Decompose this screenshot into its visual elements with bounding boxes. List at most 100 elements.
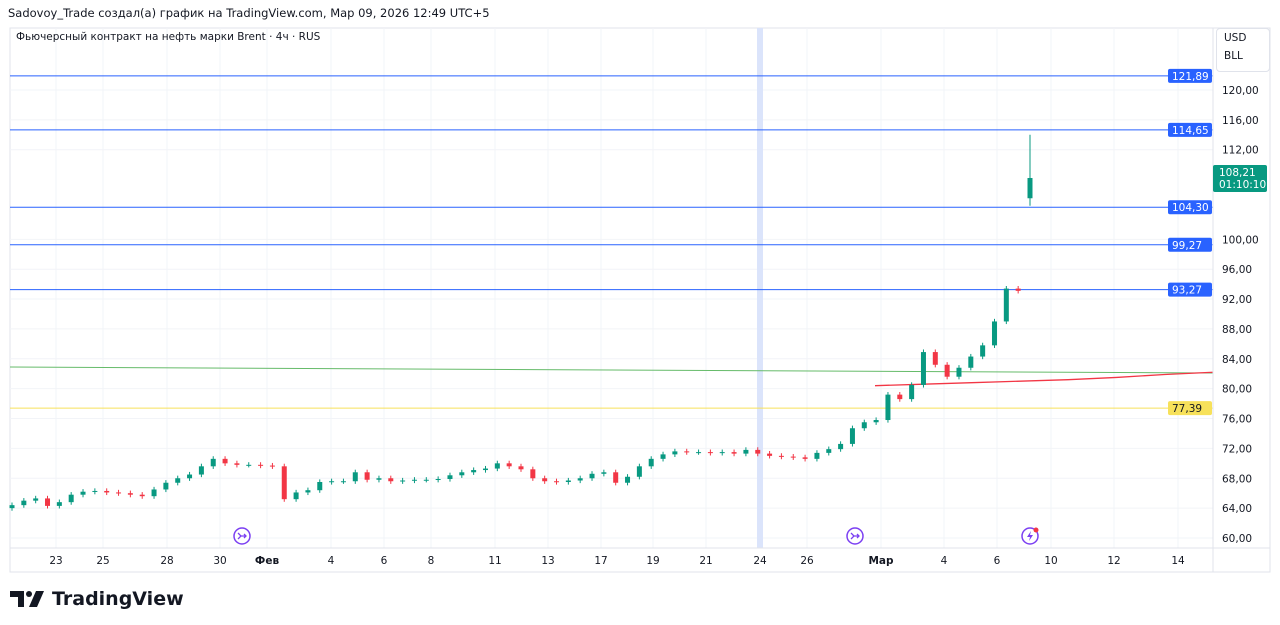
level-price-label: 93,27	[1172, 285, 1202, 297]
level-price-label: 104,30	[1172, 202, 1209, 214]
time-tick-label: 17	[594, 555, 607, 567]
time-tick-label: 11	[488, 555, 501, 567]
candle-body	[317, 481, 323, 491]
candle	[447, 472, 453, 482]
candle-body	[802, 457, 808, 459]
time-tick-label: 4	[941, 555, 948, 567]
event-icon[interactable]	[846, 527, 864, 545]
time-tick-label: 10	[1044, 555, 1057, 567]
candle	[625, 474, 631, 486]
candle-body	[494, 463, 500, 469]
trend-line[interactable]	[9, 366, 1214, 374]
candle	[116, 489, 122, 496]
candle-body	[944, 364, 950, 377]
events[interactable]	[233, 527, 1039, 545]
candle-body	[932, 352, 938, 365]
symbol-legend[interactable]: Фьючерсный контракт на нефть марки Brent…	[16, 31, 321, 43]
candle	[613, 469, 619, 486]
candle-body	[45, 498, 51, 506]
candle	[269, 462, 275, 469]
time-tick-label: 13	[541, 555, 554, 567]
time-axis[interactable]: 23 25 28 30 Фев 4 6 8 11 13 17 19 21 24 26 Мар 4 6 10 12 14	[10, 547, 1270, 567]
candle	[743, 447, 749, 457]
price-tick-label: 88,00	[1222, 324, 1252, 336]
time-tick-label: 14	[1171, 555, 1185, 567]
candle-body	[991, 321, 997, 346]
candle-body	[163, 482, 169, 490]
tradingview-logo[interactable]: TradingView	[10, 588, 184, 610]
price-tick-label: 100,00	[1222, 234, 1259, 246]
candle	[234, 460, 240, 468]
earnings-event-icon[interactable]	[1021, 527, 1039, 545]
candle-body	[861, 422, 867, 429]
candle	[151, 486, 157, 499]
candle	[648, 456, 654, 469]
time-tick-label: 4	[328, 555, 335, 567]
current-price-label: 108,21	[1219, 167, 1256, 179]
candle	[104, 488, 110, 496]
price-axis[interactable]: 60,00 64,00 68,00 72,00 76,00 80,00 84,00 88,00…	[1212, 28, 1259, 572]
candle-body	[767, 453, 773, 456]
time-tick-label: 6	[381, 555, 388, 567]
candle	[92, 488, 98, 495]
price-tick-label: 96,00	[1222, 264, 1252, 276]
level-price-tag	[1168, 68, 1212, 83]
current-price-tag	[1213, 165, 1267, 193]
candle	[411, 477, 417, 484]
candle	[790, 453, 796, 460]
candle-body	[849, 428, 855, 444]
time-tick-label: 28	[160, 555, 173, 567]
time-tick-label: 25	[96, 555, 109, 567]
candle-body	[814, 452, 820, 459]
candle-body	[293, 492, 299, 500]
moving-average-line	[874, 371, 1214, 387]
candle	[932, 349, 938, 368]
candle-body	[246, 464, 252, 466]
candle	[293, 489, 299, 502]
candle	[376, 475, 382, 483]
candle-body	[554, 481, 560, 483]
candle-body	[92, 490, 98, 492]
candle	[127, 490, 133, 498]
level-price-tag	[1168, 200, 1212, 215]
candle-body	[577, 478, 583, 481]
candle-body	[329, 481, 335, 483]
candle	[684, 448, 690, 455]
time-tick-label: 6	[994, 555, 1001, 567]
candle-body	[340, 481, 346, 483]
time-tick-label: 26	[800, 555, 814, 567]
candle	[9, 502, 15, 511]
candle-body	[21, 500, 27, 506]
candle-body	[518, 466, 524, 470]
candle-body	[636, 466, 642, 477]
candle-body	[601, 472, 607, 474]
candle-body	[364, 472, 370, 480]
level-price-tag	[1168, 401, 1212, 416]
unit-label[interactable]: BLL	[1224, 50, 1243, 62]
candle	[980, 342, 986, 360]
candle	[340, 478, 346, 484]
candle	[80, 489, 86, 498]
candle	[838, 441, 844, 452]
event-icon[interactable]	[233, 527, 251, 545]
candle-body	[968, 356, 974, 368]
candle-body	[1027, 178, 1033, 199]
candle	[21, 498, 27, 508]
candle-body	[956, 367, 962, 377]
candle	[400, 477, 406, 484]
candle-body	[672, 451, 678, 455]
price-tick-label: 76,00	[1222, 414, 1252, 426]
units-box[interactable]: USD BLL	[1216, 28, 1270, 72]
candle	[660, 451, 666, 462]
candle-body	[482, 468, 488, 471]
currency-label[interactable]: USD	[1224, 32, 1247, 44]
candle	[518, 463, 524, 472]
candle	[767, 451, 773, 459]
candle-body	[234, 463, 240, 465]
candle	[317, 479, 323, 493]
price-tick-label: 112,00	[1222, 145, 1259, 157]
candle	[33, 495, 39, 504]
candle-body	[281, 466, 287, 500]
candle-body	[175, 478, 181, 483]
